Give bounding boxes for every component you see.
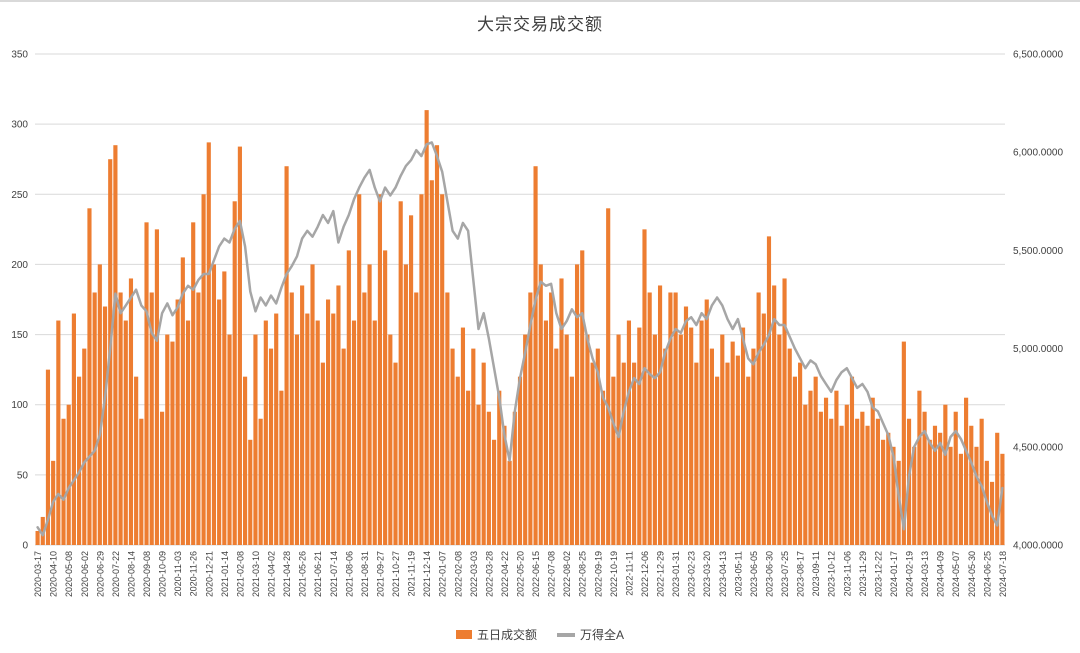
- svg-text:6,000.0000: 6,000.0000: [1013, 148, 1063, 159]
- svg-text:2022-10-19: 2022-10-19: [609, 551, 619, 597]
- svg-text:2024-04-09: 2024-04-09: [936, 551, 946, 597]
- svg-text:2022-12-29: 2022-12-29: [656, 551, 666, 597]
- svg-text:200: 200: [11, 260, 28, 271]
- svg-text:2020-12-21: 2020-12-21: [204, 551, 214, 597]
- svg-text:2023-07-25: 2023-07-25: [780, 551, 790, 597]
- bar-series-swatch-icon: [455, 630, 472, 639]
- svg-text:300: 300: [11, 120, 28, 131]
- svg-text:2022-06-15: 2022-06-15: [531, 551, 541, 597]
- left-axis-labels: 0 50 100 150 200 250 300 350: [11, 50, 28, 552]
- svg-text:2020-08-14: 2020-08-14: [127, 551, 137, 597]
- svg-text:4,500.0000: 4,500.0000: [1013, 442, 1063, 453]
- svg-text:2021-01-14: 2021-01-14: [220, 551, 230, 597]
- svg-text:2024-02-19: 2024-02-19: [905, 551, 915, 597]
- svg-text:2023-11-29: 2023-11-29: [858, 551, 868, 596]
- svg-text:2022-09-19: 2022-09-19: [593, 551, 603, 597]
- svg-text:2020-11-26: 2020-11-26: [189, 551, 199, 596]
- svg-text:2020-10-09: 2020-10-09: [158, 551, 168, 597]
- svg-text:2024-06-25: 2024-06-25: [982, 551, 992, 597]
- svg-text:2022-11-11: 2022-11-11: [624, 551, 634, 596]
- svg-text:150: 150: [11, 330, 28, 341]
- right-axis-labels: 4,000.0000 4,500.0000 5,000.0000 5,500.0000…: [1013, 50, 1063, 552]
- legend-item-bar-series: 五日成交额: [455, 626, 537, 643]
- svg-text:2022-12-06: 2022-12-06: [640, 551, 650, 597]
- svg-text:2021-12-14: 2021-12-14: [422, 551, 432, 597]
- svg-text:2023-06-05: 2023-06-05: [749, 551, 759, 597]
- legend-line-label: 万得全A: [580, 628, 625, 642]
- svg-text:2021-06-21: 2021-06-21: [313, 551, 323, 597]
- svg-text:2022-03-28: 2022-03-28: [484, 551, 494, 597]
- svg-text:5,500.0000: 5,500.0000: [1013, 246, 1063, 257]
- svg-text:2022-08-02: 2022-08-02: [562, 551, 572, 597]
- svg-text:2021-04-02: 2021-04-02: [267, 551, 277, 597]
- svg-text:2022-02-08: 2022-02-08: [453, 551, 463, 597]
- svg-text:2020-06-02: 2020-06-02: [80, 551, 90, 597]
- svg-text:2021-10-27: 2021-10-27: [391, 551, 401, 597]
- chart-legend: 五日成交额 万得全A: [0, 626, 1080, 643]
- svg-text:4,000.0000: 4,000.0000: [1013, 541, 1063, 552]
- svg-text:2021-11-19: 2021-11-19: [407, 551, 417, 596]
- svg-text:2023-04-13: 2023-04-13: [718, 551, 728, 597]
- svg-text:2020-05-08: 2020-05-08: [64, 551, 74, 597]
- svg-text:2023-09-11: 2023-09-11: [811, 551, 821, 596]
- svg-text:2020-11-03: 2020-11-03: [173, 551, 183, 596]
- svg-text:2020-09-08: 2020-09-08: [142, 551, 152, 597]
- svg-text:0: 0: [22, 541, 28, 552]
- svg-text:6,500.0000: 6,500.0000: [1013, 50, 1063, 61]
- svg-text:2021-05-26: 2021-05-26: [298, 551, 308, 597]
- svg-text:2023-01-31: 2023-01-31: [671, 551, 681, 597]
- svg-text:2020-03-17: 2020-03-17: [33, 551, 43, 597]
- svg-text:50: 50: [17, 470, 29, 481]
- svg-text:2021-04-28: 2021-04-28: [282, 551, 292, 597]
- svg-text:2022-05-20: 2022-05-20: [516, 551, 526, 597]
- svg-text:100: 100: [11, 400, 28, 411]
- svg-text:250: 250: [11, 190, 28, 201]
- svg-text:2023-03-20: 2023-03-20: [702, 551, 712, 597]
- line-series-swatch-icon: [557, 632, 575, 637]
- svg-text:2021-07-14: 2021-07-14: [329, 551, 339, 597]
- svg-text:350: 350: [11, 50, 28, 61]
- svg-text:2022-08-25: 2022-08-25: [578, 551, 588, 597]
- svg-text:2022-07-08: 2022-07-08: [547, 551, 557, 597]
- x-axis-labels: 2020-03-17 2020-04-10 2020-05-08 2020-06-02…: [33, 551, 1008, 597]
- legend-item-line-series: 万得全A: [557, 626, 624, 643]
- svg-text:2023-10-12: 2023-10-12: [827, 551, 837, 597]
- svg-text:2024-07-18: 2024-07-18: [998, 551, 1008, 597]
- chart-title: 大宗交易成交额: [477, 15, 603, 34]
- svg-text:2024-03-13: 2024-03-13: [920, 551, 930, 597]
- svg-text:2021-08-06: 2021-08-06: [344, 551, 354, 597]
- index-line-series: [36, 141, 1004, 537]
- svg-text:2024-05-30: 2024-05-30: [967, 551, 977, 597]
- svg-text:2021-03-10: 2021-03-10: [251, 551, 261, 597]
- svg-text:2023-06-30: 2023-06-30: [765, 551, 775, 597]
- bar-series: [35, 110, 1005, 546]
- svg-text:2023-11-06: 2023-11-06: [842, 551, 852, 596]
- svg-text:2021-08-31: 2021-08-31: [360, 551, 370, 597]
- svg-text:2022-03-03: 2022-03-03: [469, 551, 479, 597]
- svg-text:2023-08-17: 2023-08-17: [796, 551, 806, 597]
- legend-bar-label: 五日成交额: [476, 628, 537, 642]
- svg-text:2022-04-22: 2022-04-22: [500, 551, 510, 597]
- svg-text:2021-02-08: 2021-02-08: [235, 551, 245, 597]
- svg-text:2021-09-27: 2021-09-27: [375, 551, 385, 597]
- svg-text:2020-07-22: 2020-07-22: [111, 551, 121, 597]
- svg-text:2023-02-23: 2023-02-23: [687, 551, 697, 597]
- svg-text:2022-01-07: 2022-01-07: [438, 551, 448, 597]
- svg-text:2023-05-11: 2023-05-11: [733, 551, 743, 596]
- svg-text:2024-05-07: 2024-05-07: [951, 551, 961, 597]
- svg-text:5,000.0000: 5,000.0000: [1013, 344, 1063, 355]
- svg-text:2020-04-10: 2020-04-10: [49, 551, 59, 597]
- svg-text:2020-06-29: 2020-06-29: [95, 551, 105, 597]
- svg-text:2023-12-22: 2023-12-22: [873, 551, 883, 597]
- svg-text:2024-01-17: 2024-01-17: [889, 551, 899, 597]
